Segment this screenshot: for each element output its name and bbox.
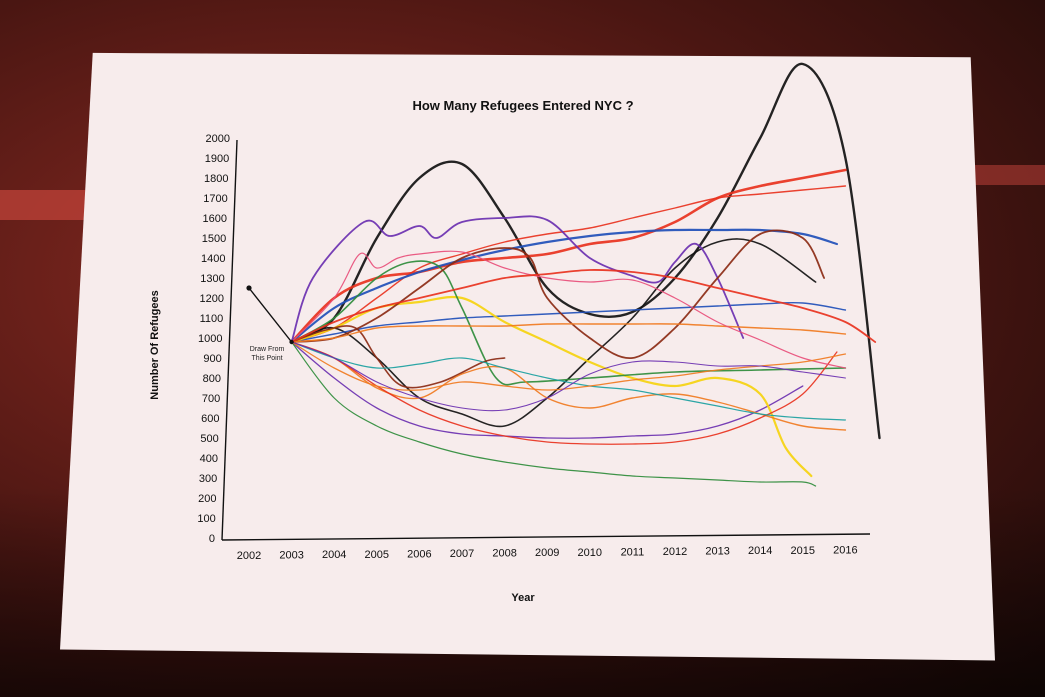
- y-tick-1100: 1100: [200, 313, 224, 325]
- start-stroke: [248, 287, 293, 343]
- y-tick-1200: 1200: [200, 293, 224, 305]
- series-line-18: [291, 341, 846, 421]
- y-tick-400: 400: [200, 453, 218, 465]
- series-line-5: [290, 228, 838, 344]
- x-tick-2008: 2008: [492, 548, 516, 560]
- chart-axes: [221, 139, 871, 541]
- y-tick-800: 800: [203, 373, 221, 385]
- y-tick-700: 700: [202, 393, 220, 405]
- x-tick-2012: 2012: [663, 546, 687, 558]
- y-tick-600: 600: [201, 413, 219, 425]
- series-line-6: [290, 301, 847, 343]
- x-axis-line: [221, 533, 871, 541]
- y-tick-1400: 1400: [201, 253, 225, 265]
- y-tick-300: 300: [199, 473, 217, 485]
- y-tick-1000: 1000: [198, 333, 222, 345]
- start-dot: [246, 285, 252, 291]
- y-tick-1800: 1800: [204, 173, 228, 185]
- x-tick-2002: 2002: [237, 550, 261, 562]
- x-axis-label: Year: [511, 592, 535, 604]
- series-line-11: [291, 341, 817, 487]
- series-line-19: [290, 269, 877, 343]
- background-red-stripe-right: [965, 165, 1045, 185]
- x-tick-2016: 2016: [833, 544, 857, 556]
- series-line-15: [290, 323, 847, 343]
- x-tick-labels: 2002 2003 2004 2005 2006 2007 2008 2009 2010 2011…: [237, 544, 858, 562]
- x-tick-2013: 2013: [705, 546, 729, 558]
- series-line-10: [290, 260, 847, 386]
- y-tick-1700: 1700: [203, 193, 227, 205]
- series-line-3: [290, 168, 847, 344]
- poster-sheet: [60, 52, 995, 661]
- series-line-8: [290, 341, 804, 439]
- x-tick-2015: 2015: [791, 545, 815, 557]
- annotation-group: Draw From This Point: [250, 346, 285, 362]
- y-tick-200: 200: [198, 493, 216, 505]
- y-tick-labels: 0 100 200 300 400 500 600 700 800 900 1000 1100 1200…: [197, 133, 230, 545]
- x-tick-2006: 2006: [407, 548, 431, 560]
- y-tick-100: 100: [197, 513, 215, 525]
- background-red-stripe-left: [0, 190, 90, 220]
- series-line-7: [290, 215, 745, 343]
- x-tick-2014: 2014: [748, 545, 772, 557]
- y-axis-line: [221, 139, 238, 541]
- x-tick-2010: 2010: [578, 547, 602, 559]
- x-tick-2007: 2007: [450, 548, 474, 560]
- series-line-21: [291, 341, 846, 412]
- series-line-13: [290, 325, 506, 389]
- y-tick-1500: 1500: [202, 233, 226, 245]
- y-axis-label: Number Of Refugees: [149, 290, 161, 399]
- x-tick-2005: 2005: [365, 549, 389, 561]
- y-tick-1600: 1600: [203, 213, 227, 225]
- series-line-1: [290, 62, 881, 440]
- series-line-4: [290, 185, 847, 343]
- x-tick-2004: 2004: [322, 549, 346, 561]
- chart-title: How Many Refugees Entered NYC ?: [412, 98, 633, 113]
- series-line-12: [290, 229, 825, 359]
- series-line-17: [291, 250, 846, 369]
- y-tick-900: 900: [203, 353, 221, 365]
- series-line-2: [290, 238, 817, 428]
- x-tick-2011: 2011: [621, 546, 645, 558]
- y-tick-0: 0: [209, 533, 215, 545]
- x-tick-2009: 2009: [535, 547, 559, 559]
- y-tick-2000: 2000: [206, 133, 230, 145]
- y-tick-1300: 1300: [200, 273, 224, 285]
- y-tick-500: 500: [200, 433, 218, 445]
- x-tick-2003: 2003: [279, 550, 303, 562]
- drawn-lines: [246, 62, 881, 487]
- series-line-16: [290, 341, 838, 445]
- y-tick-1900: 1900: [205, 153, 229, 165]
- anchor-dot: [289, 339, 294, 345]
- annotation-line-2: This Point: [251, 355, 282, 362]
- annotation-line-1: Draw From: [250, 346, 285, 353]
